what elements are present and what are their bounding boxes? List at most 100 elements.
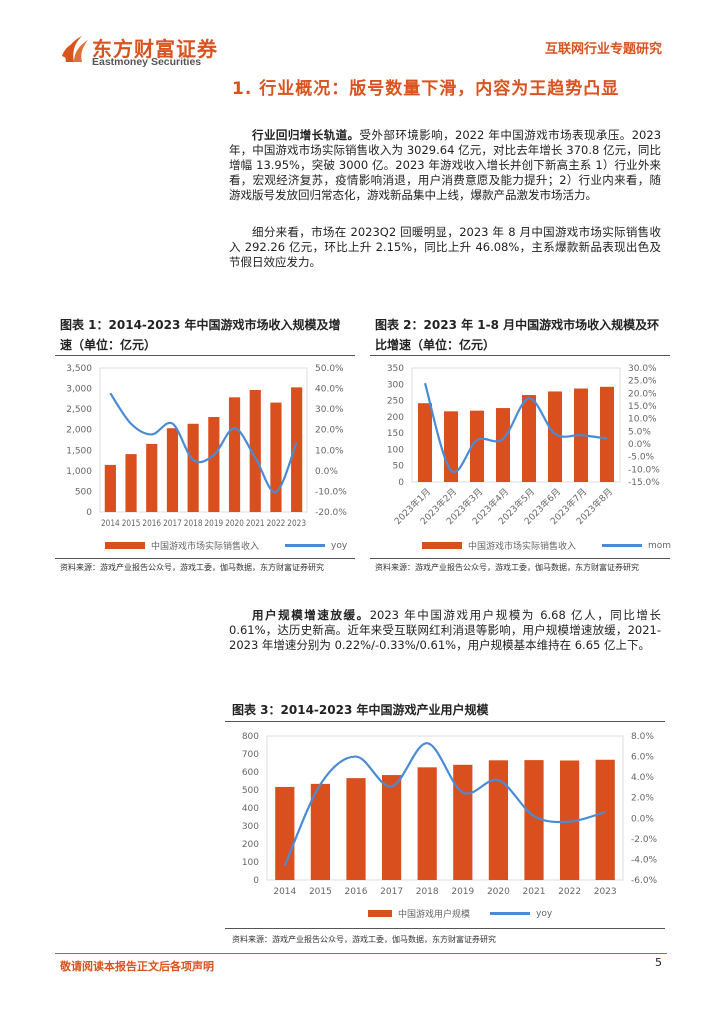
series-line [283,742,606,867]
bar [521,395,537,482]
bar [104,464,116,512]
bar [495,408,511,482]
y2-tick-label: 2.0% [631,794,654,804]
bar [310,783,331,880]
bar [208,417,220,512]
paragraph-detail: 细分来看，市场在 2023Q2 回暖明显，2023 年 8 月中国游戏市场实际销… [229,225,661,270]
x-tick-label: 2021 [523,887,546,897]
bar [547,391,563,482]
y-tick-label: 600 [242,768,259,778]
x-tick-label: 2020 [225,519,244,529]
legend-bar-swatch [422,542,462,549]
y-tick-label: 1,500 [66,446,92,456]
y2-tick-label: 10.0% [628,415,657,425]
y2-tick-label: 20.0% [628,389,657,399]
y-tick-label: 300 [242,822,259,832]
legend-bar-swatch [368,910,392,917]
legend-label: yoy [536,908,553,919]
y2-tick-label: -6.0% [631,876,658,886]
y2-tick-label: 25.0% [628,377,657,387]
y2-tick-label: -20.0% [315,508,347,518]
divider [55,558,355,559]
bar [469,410,485,482]
plot-area [411,367,621,483]
x-tick-label: 2015 [122,519,141,529]
y-tick-label: 3,500 [66,364,92,374]
y-tick-label: 2,500 [66,405,92,415]
y2-tick-label: 4.0% [631,773,654,783]
x-tick-label: 2014 [273,887,296,897]
x-tick-label: 2018 [184,519,203,529]
y2-tick-label: -5.0% [628,453,655,463]
report-type: 互联网行业专题研究 [544,42,662,57]
y-tick-label: 100 [387,445,404,455]
y-tick-label: 0 [398,478,404,488]
y2-tick-label: 0.0% [315,467,338,477]
chart3-legend: 中国游戏用户规模 yoy [368,907,552,920]
paragraph-text: 受外部环境影响，2022 年中国游戏市场表现承压。2023 年，中国游戏市场实际… [229,128,662,202]
y-tick-label: 0 [86,508,92,518]
y2-tick-label: -4.0% [631,855,658,865]
y2-tick-label: 30.0% [315,405,344,415]
y2-tick-label: -2.0% [631,835,658,845]
chart3-svg: 0 100 200 300 400 500 600 700 800 -6.0% -4.0% -2.0%… [242,732,658,897]
page-number: 5 [655,956,662,969]
series-line [109,392,298,494]
y2-tick-label: 5.0% [628,427,651,437]
y2-tick-label: -10.0% [628,465,660,475]
bar [228,397,241,512]
bar [417,767,437,880]
plot-area [99,367,308,513]
x-tick-label: 2023 [594,887,617,897]
y-tick-label: 150 [387,429,404,439]
x-tick-label: 2019 [205,519,224,529]
legend-line-swatch [602,544,643,547]
logo-text-cn: 东方财富证券 [92,37,218,61]
x-tick-label: 2016 [345,887,368,897]
x-tick-label: 2019 [451,887,474,897]
y2-tick-label: 0.0% [628,440,651,450]
x-tick-label: 2021 [246,519,265,529]
bar [488,760,509,880]
bar [595,759,615,880]
y2-tick-label: 50.0% [315,364,344,374]
bar [187,423,199,512]
x-tick-label: 2017 [163,519,182,529]
legend-label: mom [648,540,672,551]
chart1-svg: 0 500 1,000 1,500 2,000 2,500 3,000 3,500 -20.0%… [66,364,347,529]
chart1-source: 资料来源：游戏产业报告公众号，游戏工委，伽马数据，东方财富证券研究 [60,563,324,572]
bar [249,390,261,512]
bar [417,403,433,482]
paragraph-text: 细分来看，市场在 2023Q2 回暖明显，2023 年 8 月中国游戏市场实际销… [229,225,661,269]
legend-label: yoy [331,540,348,551]
bar [291,387,303,512]
logo-icon [62,34,90,68]
logo-text-en: Eastmoney Securities [92,56,202,68]
y2-tick-label: -15.0% [628,478,660,488]
y-tick-label: 300 [387,380,404,390]
x-tick-label: 2022 [267,519,286,529]
chart2-source: 资料来源：游戏产业报告公众号，游戏工委，伽马数据，东方财富证券研究 [375,563,639,572]
paragraph-lead: 行业回归增长轨道。 [252,128,360,142]
y-tick-label: 400 [242,804,259,814]
bar [453,764,473,880]
y-tick-label: 500 [75,487,92,497]
y2-tick-label: 30.0% [628,364,657,374]
y2-tick-label: 0.0% [631,814,654,824]
chart2-svg: 0 50 100 150 200 250 300 350 -15.0% -10.0% -5.0% 0.… [387,364,660,527]
x-tick-label: 2015 [309,887,332,897]
footer-disclaimer: 敬请阅读本报告正文后各项声明 [60,960,214,973]
y-tick-label: 3,000 [66,385,92,395]
bar [146,443,158,512]
y-tick-label: 2,000 [66,426,92,436]
y-tick-label: 200 [387,413,404,423]
x-tick-label: 2014 [101,519,120,529]
bar [166,428,179,512]
bar [125,454,137,512]
y2-tick-label: -10.0% [315,487,347,497]
x-tick-label: 2023 [287,519,306,529]
divider [370,558,670,559]
bar [524,760,544,880]
divider [55,355,355,356]
y2-tick-label: 8.0% [631,732,654,742]
